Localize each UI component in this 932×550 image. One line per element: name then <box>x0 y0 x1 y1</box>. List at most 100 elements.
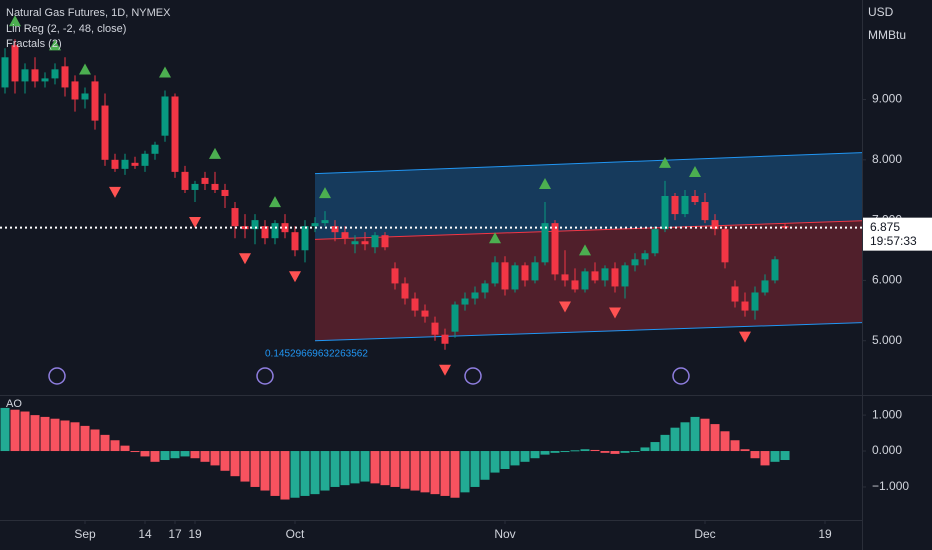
event-icon[interactable] <box>48 367 66 385</box>
event-icon[interactable] <box>464 367 482 385</box>
ao-bar <box>510 451 520 466</box>
candle-body <box>371 235 379 248</box>
candle-body <box>211 183 219 190</box>
candle-body <box>271 223 279 239</box>
candle-body <box>201 177 209 184</box>
ao-bar <box>80 425 90 452</box>
ao-bar <box>100 434 110 452</box>
candle-body <box>111 159 119 169</box>
ao-bar <box>710 424 720 452</box>
x-tick-label: Sep <box>74 527 96 541</box>
candle-body <box>141 153 149 166</box>
ao-bar <box>360 451 370 482</box>
ao-bar <box>760 451 770 466</box>
candle-body <box>431 322 439 335</box>
candle-body <box>41 78 49 82</box>
ao-bar <box>750 451 760 459</box>
candle-body <box>531 262 539 281</box>
fractal-up <box>79 63 91 75</box>
ao-bar <box>70 422 80 452</box>
ao-bar <box>320 451 330 491</box>
fractal-up <box>539 178 551 190</box>
candle-body <box>681 195 689 215</box>
ao-bar <box>250 451 260 487</box>
candle-body <box>691 195 699 203</box>
linreg-middle <box>314 220 863 240</box>
ao-bar <box>530 451 540 459</box>
event-icon[interactable] <box>672 367 690 385</box>
ao-bar <box>610 451 620 454</box>
ao-bar <box>310 451 320 495</box>
candle-body <box>341 232 349 239</box>
ao-bar <box>260 451 270 491</box>
linreg-lower <box>314 322 863 342</box>
unit-label: MMBtu <box>868 28 906 42</box>
ao-bar <box>120 445 130 452</box>
fractal-up <box>159 66 171 78</box>
ao-bar <box>270 451 280 496</box>
ao-bar <box>110 440 120 452</box>
ao-bar <box>550 451 560 453</box>
ao-bar <box>390 451 400 487</box>
ao-bar <box>440 451 450 496</box>
candle-body <box>741 301 749 311</box>
candle-body <box>761 280 769 293</box>
ao-bar <box>20 411 30 452</box>
candle-body <box>721 229 729 263</box>
candle-body <box>591 271 599 281</box>
candle-body <box>51 69 59 79</box>
candle-body <box>561 274 569 281</box>
candle-body <box>31 69 39 82</box>
event-icon[interactable] <box>256 367 274 385</box>
candle-body <box>521 265 529 281</box>
fractal-down <box>289 271 301 283</box>
ao-bar <box>290 451 300 498</box>
ao-bar <box>330 451 340 487</box>
candle-body <box>151 144 159 154</box>
fractal-down <box>559 301 571 313</box>
candle-body <box>221 189 229 196</box>
ao-bar <box>630 451 640 453</box>
y-tick-label: 1.000 <box>872 407 902 421</box>
candle-body <box>131 162 139 166</box>
candle-body <box>631 259 639 266</box>
ao-bar <box>660 434 670 452</box>
y-tick-label: 6.000 <box>872 273 902 287</box>
ao-title: AO <box>6 398 22 410</box>
fractal-up <box>689 165 701 177</box>
fractal-up <box>269 196 281 208</box>
x-tick-label: 19 <box>188 527 202 541</box>
fractal-down <box>109 186 121 198</box>
fractal-down <box>609 307 621 319</box>
candle-body <box>91 81 99 121</box>
ao-bar <box>730 440 740 452</box>
ao-bar <box>480 451 490 480</box>
fractal-up <box>579 244 591 256</box>
ao-bar <box>500 451 510 469</box>
candle-body <box>551 223 559 275</box>
last-price-label: 6.875 <box>870 220 900 234</box>
ao-bar <box>460 451 470 493</box>
ao-bar <box>130 451 140 453</box>
ao-bar <box>30 415 40 452</box>
ao-bar <box>680 422 690 452</box>
ao-bar <box>700 418 710 452</box>
ao-bar <box>580 449 590 452</box>
y-tick-label: 5.000 <box>872 333 902 347</box>
ao-bar <box>780 451 790 461</box>
candle-body <box>251 220 259 230</box>
fractal-up <box>659 156 671 168</box>
candle-body <box>481 283 489 293</box>
ao-bar <box>430 451 440 495</box>
candle-body <box>71 81 79 100</box>
candle-body <box>751 292 759 311</box>
candle-body <box>471 292 479 299</box>
ao-bar <box>600 451 610 453</box>
ao-bar <box>90 429 100 452</box>
ao-bar <box>150 451 160 462</box>
candle-body <box>641 253 649 260</box>
x-tick-label: 17 <box>168 527 182 541</box>
candle-body <box>451 304 459 332</box>
ao-bar <box>400 451 410 489</box>
